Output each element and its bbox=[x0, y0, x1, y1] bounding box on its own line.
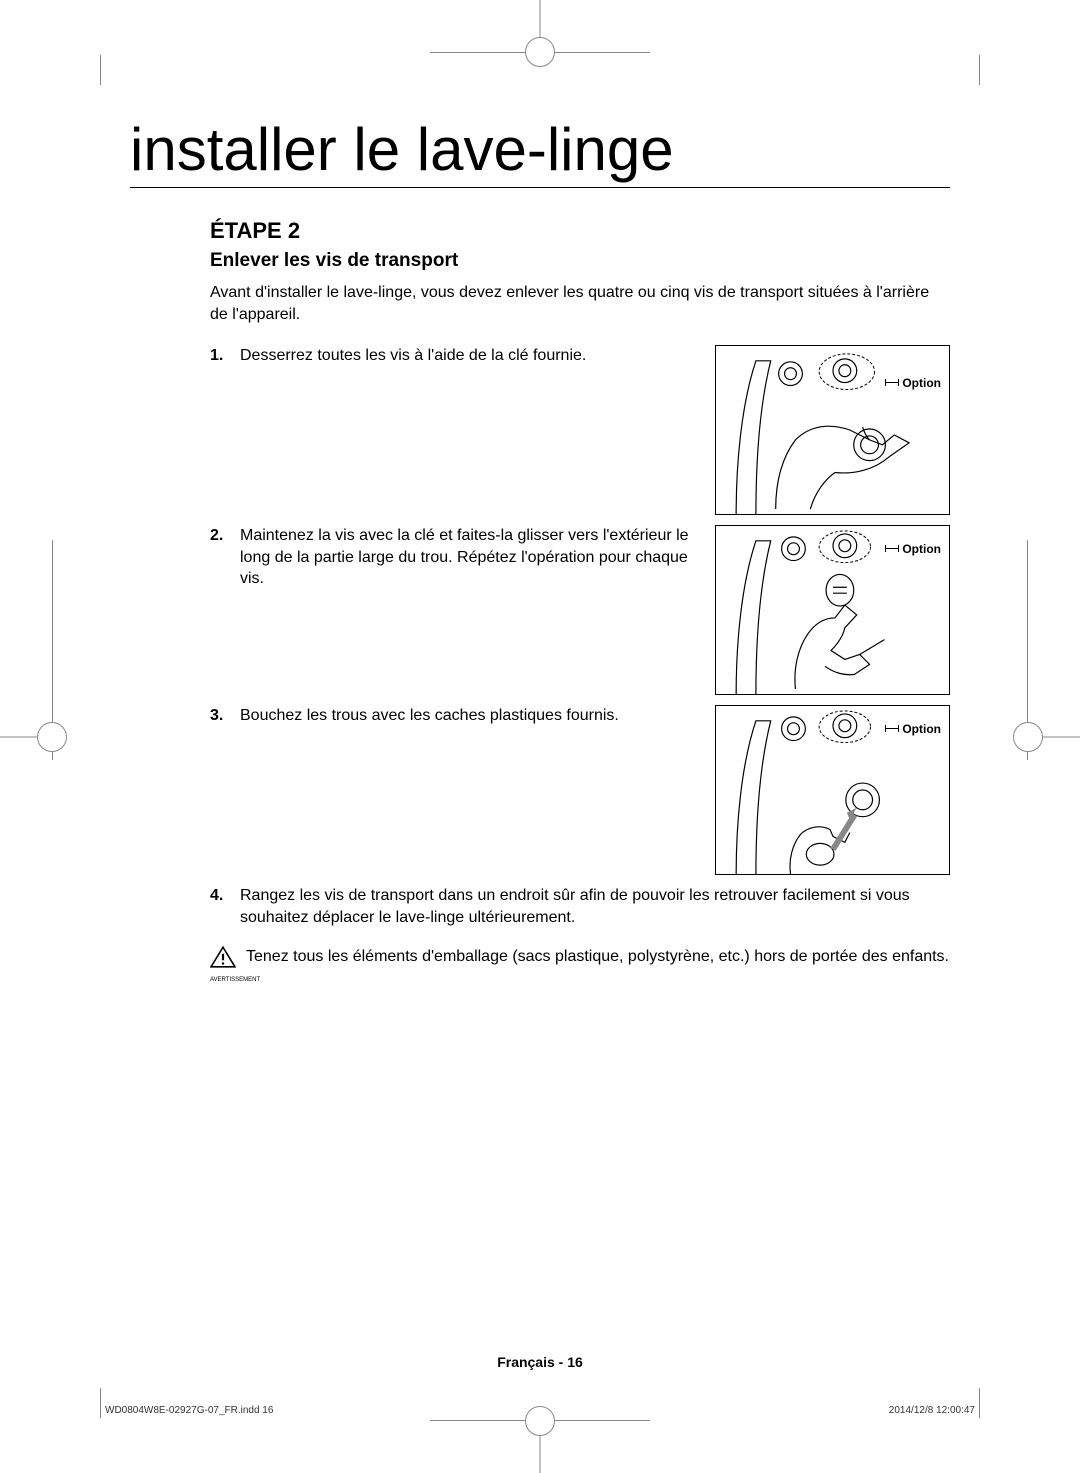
step-number: 4. bbox=[210, 885, 232, 928]
step-body: Maintenez la vis avec la clé et faites-l… bbox=[240, 525, 697, 590]
step-number: 2. bbox=[210, 525, 232, 590]
step-body: Desserrez toutes les vis à l'aide de la … bbox=[240, 345, 586, 367]
warning-text: Tenez tous les éléments d'emballage (sac… bbox=[246, 946, 949, 968]
step-row: 3. Bouchez les trous avec les caches pla… bbox=[210, 705, 950, 875]
figure-cover-holes: Option bbox=[715, 705, 950, 875]
step-row: 2. Maintenez la vis avec la clé et faite… bbox=[210, 525, 950, 695]
step-text: 3. Bouchez les trous avec les caches pla… bbox=[210, 705, 697, 727]
option-label: Option bbox=[902, 542, 941, 556]
warning-icon: AVERTISSEMENT bbox=[210, 946, 236, 984]
step-text: 1. Desserrez toutes les vis à l'aide de … bbox=[210, 345, 697, 367]
step-row: 4. Rangez les vis de transport dans un e… bbox=[210, 885, 950, 928]
step-row: 1. Desserrez toutes les vis à l'aide de … bbox=[210, 345, 950, 515]
figure-loosen-bolts: Option bbox=[715, 345, 950, 515]
step-body: Rangez les vis de transport dans un endr… bbox=[240, 885, 950, 928]
footer-page: 16 bbox=[567, 1354, 583, 1370]
warning-caption: AVERTISSEMENT bbox=[210, 976, 236, 984]
step-text: 4. Rangez les vis de transport dans un e… bbox=[210, 885, 950, 928]
figure-slide-bolt: Option bbox=[715, 525, 950, 695]
warning-row: AVERTISSEMENT Tenez tous les éléments d'… bbox=[210, 946, 950, 984]
footer-timestamp: 2014/12/8 12:00:47 bbox=[889, 1405, 975, 1416]
step-heading: ÉTAPE 2 bbox=[210, 218, 950, 244]
option-label: Option bbox=[902, 722, 941, 736]
footer-center: Français - 16 bbox=[100, 1354, 980, 1370]
step-number: 3. bbox=[210, 705, 232, 727]
footer-file: WD0804W8E-02927G-07_FR.indd 16 bbox=[105, 1405, 273, 1416]
step-text: 2. Maintenez la vis avec la clé et faite… bbox=[210, 525, 697, 590]
footer-sep: - bbox=[559, 1354, 568, 1370]
step-body: Bouchez les trous avec les caches plasti… bbox=[240, 705, 619, 727]
option-label: Option bbox=[902, 376, 941, 390]
diagram-icon bbox=[716, 346, 949, 514]
subheading: Enlever les vis de transport bbox=[210, 250, 950, 272]
footer-lang: Français bbox=[497, 1354, 555, 1370]
page-title: installer le lave-linge bbox=[130, 115, 950, 188]
intro-text: Avant d'installer le lave-linge, vous de… bbox=[210, 282, 950, 325]
page: installer le lave-linge ÉTAPE 2 Enlever … bbox=[100, 85, 980, 1388]
step-number: 1. bbox=[210, 345, 232, 367]
content-area: ÉTAPE 2 Enlever les vis de transport Ava… bbox=[210, 218, 950, 984]
